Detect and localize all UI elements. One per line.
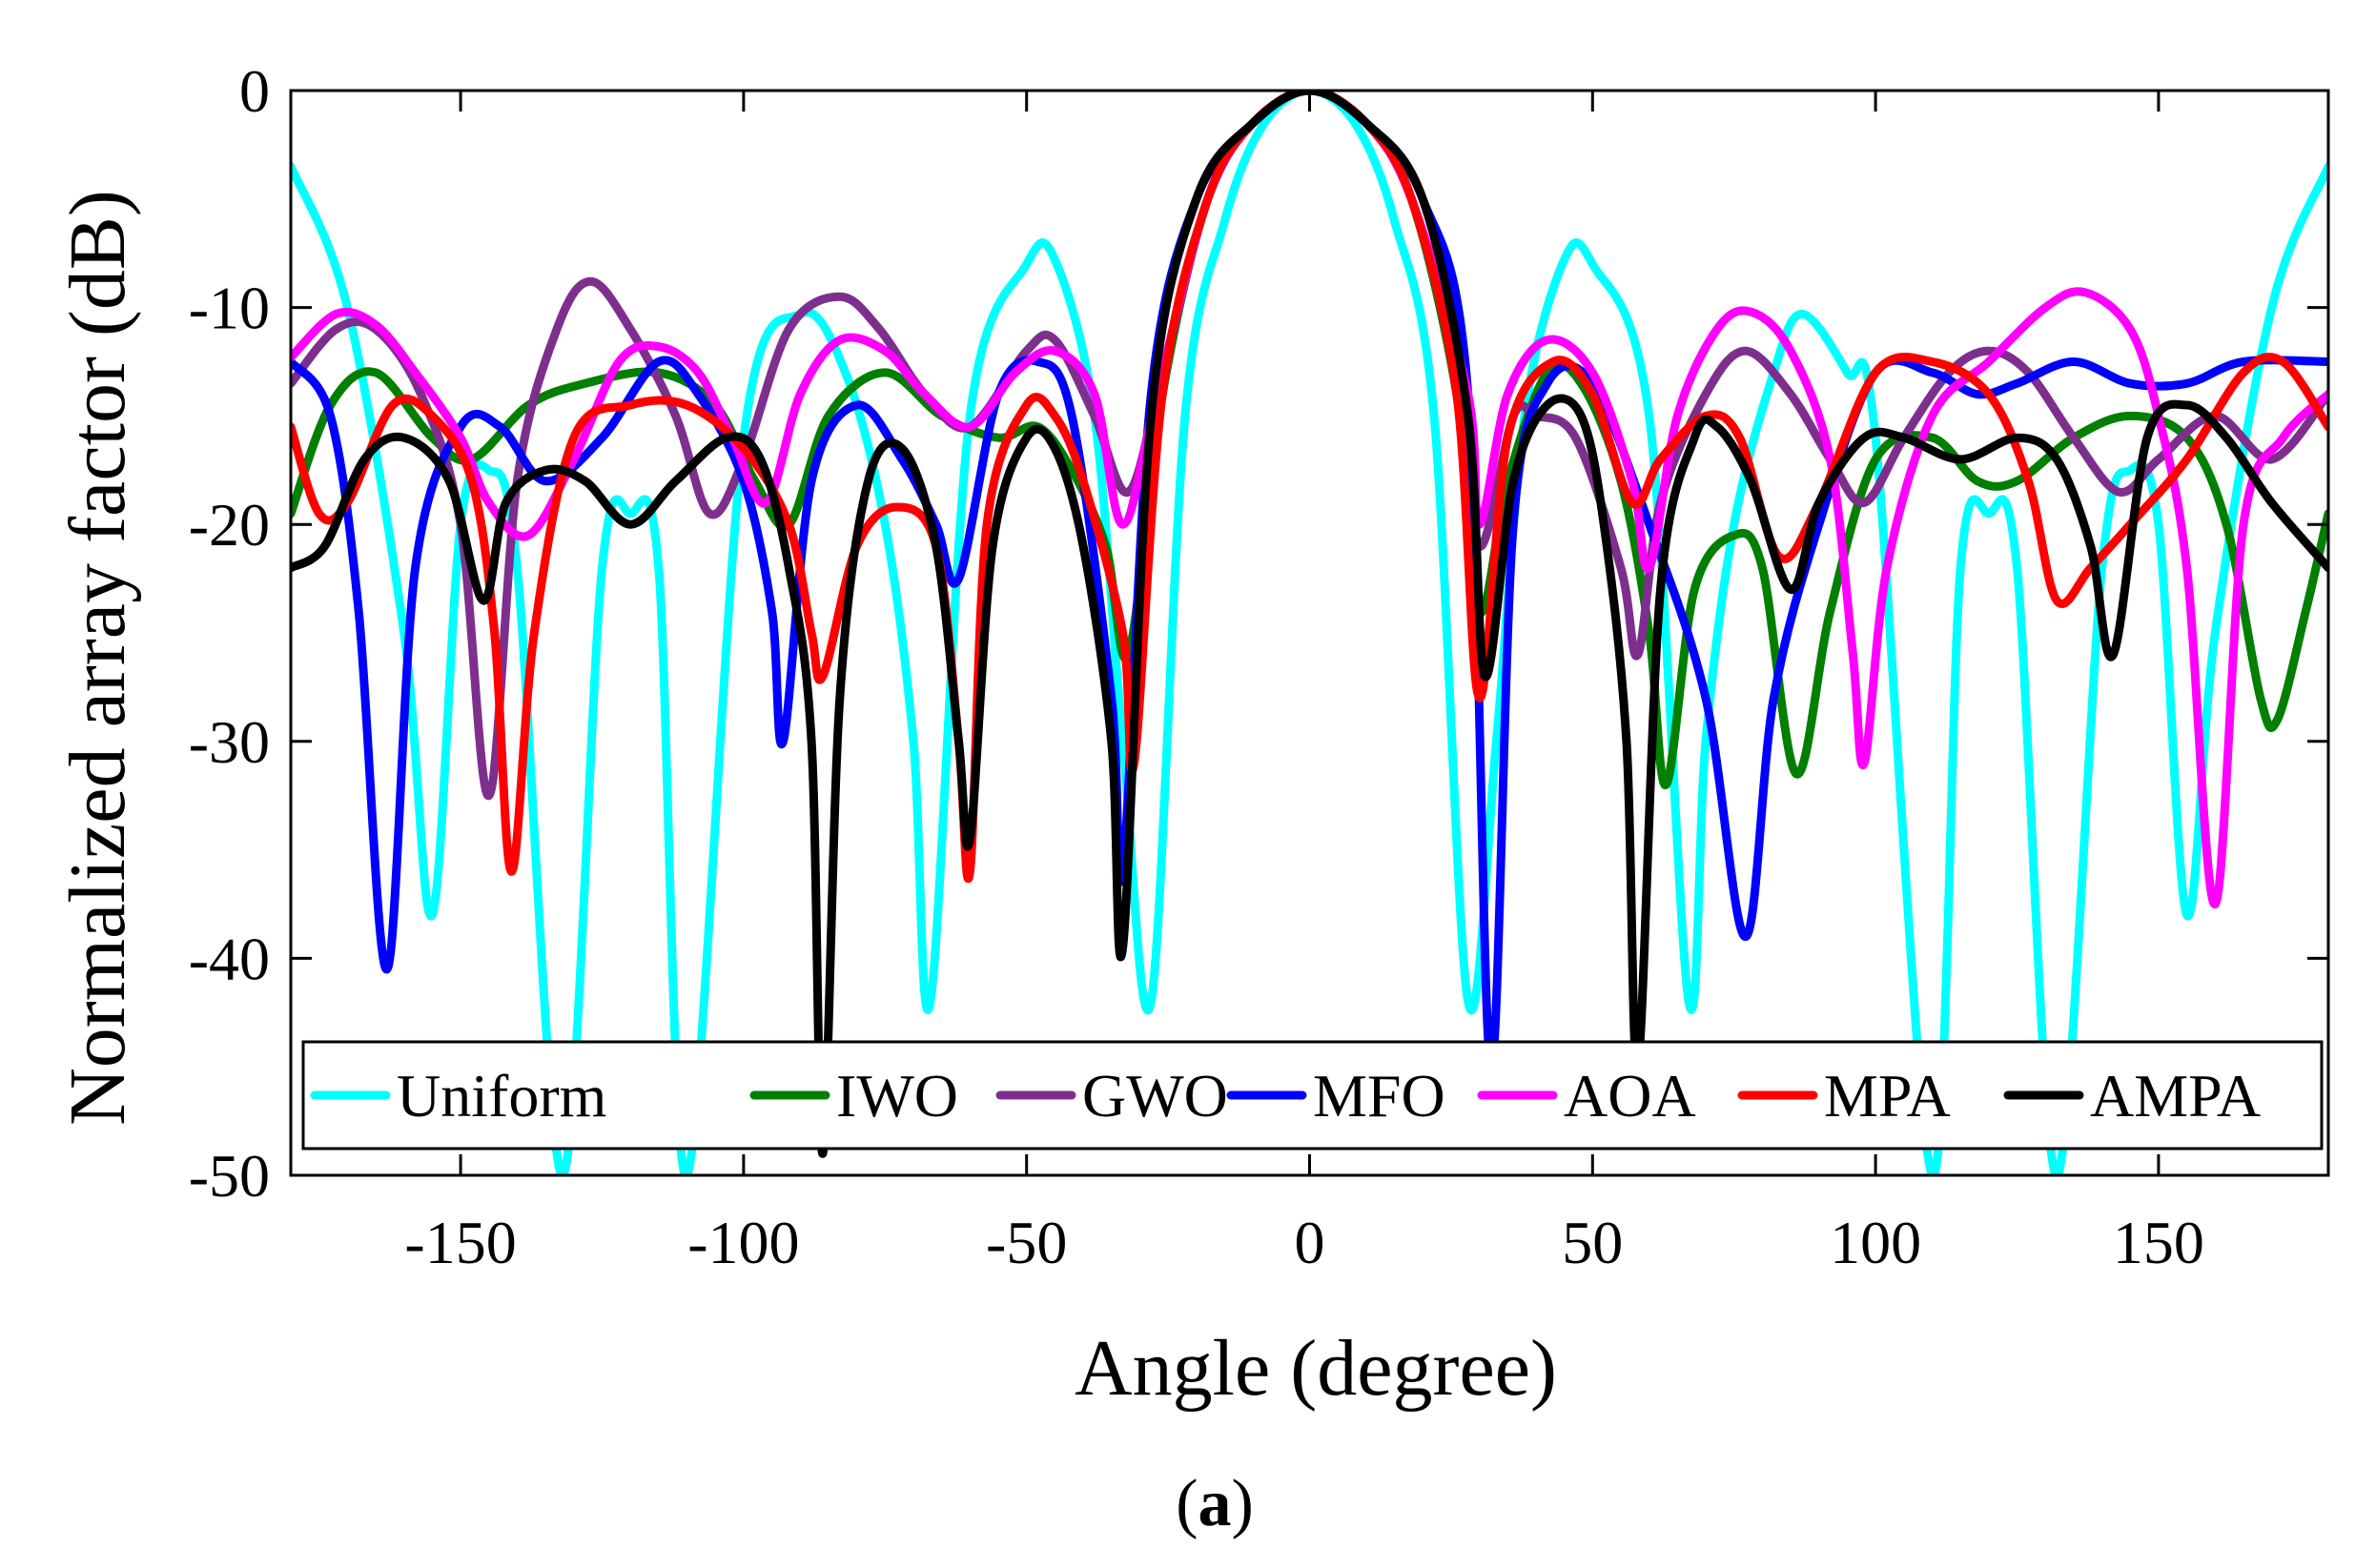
caption-letter: a xyxy=(1198,1467,1232,1540)
legend-label-uniform: Uniform xyxy=(397,1062,606,1130)
legend-label-gwo: GWO xyxy=(1082,1062,1228,1130)
x-tick-label: -150 xyxy=(404,1209,516,1276)
y-tick-label: -30 xyxy=(189,708,270,776)
series-line-mpa xyxy=(291,91,2328,884)
legend-label-aoa: AOA xyxy=(1564,1062,1696,1130)
legend: Uniform IWO GWO MFO AOA MPA AMPA xyxy=(301,1040,2324,1151)
legend-box xyxy=(301,1040,2324,1151)
y-tick-label: -50 xyxy=(189,1142,270,1210)
legend-label-mpa: MPA xyxy=(1824,1062,1951,1130)
x-tick-label: 150 xyxy=(2113,1209,2204,1276)
x-tick-label: -50 xyxy=(986,1209,1067,1276)
tick-layer: -150 -100 -50 0 50 100 150 0 -10 -20 -30 -40 -50 xyxy=(189,57,2328,1276)
legend-label-mfo: MFO xyxy=(1313,1062,1445,1130)
x-tick-label: 0 xyxy=(1295,1209,1325,1276)
x-tick-label: -100 xyxy=(687,1209,799,1276)
series-line-ampa xyxy=(291,91,2328,1158)
y-tick-label: 0 xyxy=(239,57,270,125)
legend-label-iwo: IWO xyxy=(836,1062,958,1130)
y-tick-label: -20 xyxy=(189,491,270,559)
figure-caption: (a) xyxy=(1176,1467,1254,1540)
legend-label-ampa: AMPA xyxy=(2090,1062,2261,1130)
x-axis-label: Angle (degree) xyxy=(1075,1324,1557,1413)
y-axis-label: Normalized array factor (dB) xyxy=(53,190,142,1126)
y-tick-label: -10 xyxy=(189,275,270,342)
x-tick-label: 50 xyxy=(1562,1209,1623,1276)
series-layer xyxy=(291,91,2328,1175)
caption-open: ( xyxy=(1176,1467,1198,1540)
caption-close: ) xyxy=(1232,1467,1254,1540)
y-tick-label: -40 xyxy=(189,925,270,992)
x-tick-label: 100 xyxy=(1830,1209,1921,1276)
